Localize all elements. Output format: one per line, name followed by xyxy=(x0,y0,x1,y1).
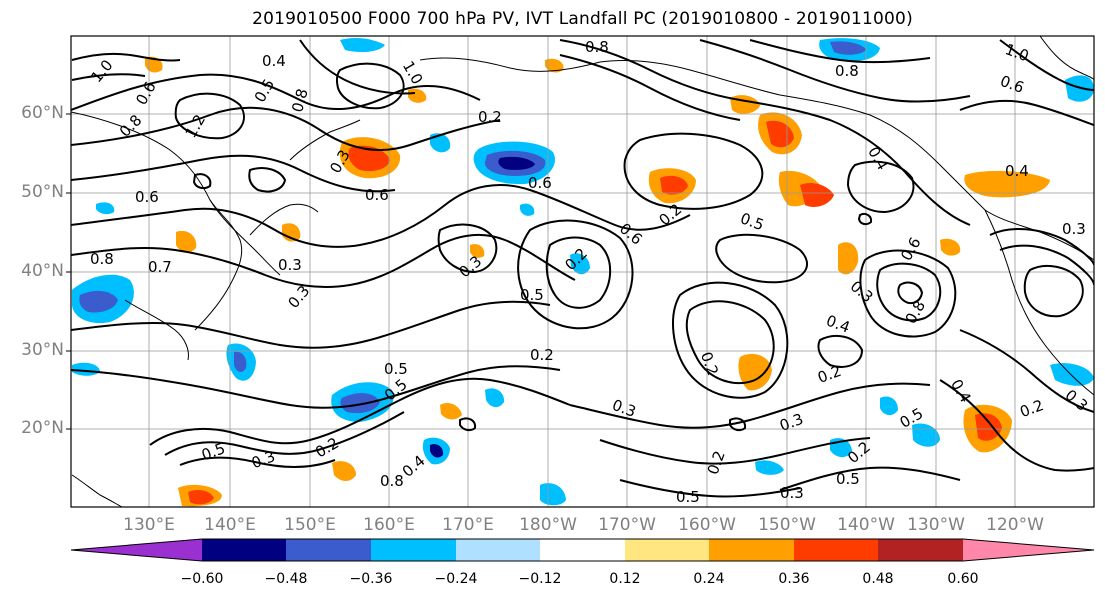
contour-label: 0.6 xyxy=(365,186,389,204)
lon-label: 150°W xyxy=(758,515,816,535)
lon-label: 170°W xyxy=(598,515,656,535)
colorbar-tick-label: −0.36 xyxy=(349,571,393,587)
colorbar-outline xyxy=(70,538,1095,562)
axis-ticks xyxy=(66,113,71,430)
anomaly-darkblue-region xyxy=(79,290,118,313)
contour-label: 0.6 xyxy=(528,174,552,192)
contour-label: 0.7 xyxy=(148,258,172,276)
colorbar-tick-label: −0.48 xyxy=(264,571,308,587)
contour-label: 0.3 xyxy=(1062,220,1086,238)
contour-label: 0.2 xyxy=(530,346,554,364)
contour-label: 0.8 xyxy=(288,87,312,115)
contour-label: 0.3 xyxy=(278,256,302,274)
colorbar-tick-label: −0.60 xyxy=(180,571,224,587)
anomaly-blue-region xyxy=(430,133,451,153)
lon-label: 140°W xyxy=(837,515,895,535)
colorbar-tick-label: 0.36 xyxy=(778,571,810,587)
graticule xyxy=(71,36,1094,507)
coastlines xyxy=(71,36,1094,507)
contour-label: 0.3 xyxy=(780,484,804,502)
lon-label: 150°E xyxy=(284,515,336,535)
lon-label: 160°E xyxy=(363,515,415,535)
colorbar-tick-label: −0.12 xyxy=(518,571,562,587)
lon-label: 160°W xyxy=(678,515,736,535)
anomaly-blue-region xyxy=(340,37,385,53)
lon-label: 170°E xyxy=(442,515,494,535)
map-title: 2019010500 F000 700 hPa PV, IVT Landfall… xyxy=(252,9,913,29)
colorbar-segment xyxy=(286,539,371,561)
contour-label: 0.4 xyxy=(262,52,286,70)
anomaly-darkblue-region xyxy=(234,351,247,372)
colorbar-tick-label: 0.12 xyxy=(609,571,641,587)
lat-label: 40°N xyxy=(21,261,64,281)
colorbar-segment xyxy=(371,539,456,561)
lon-label: 120°W xyxy=(986,515,1044,535)
anomaly-orange-region xyxy=(738,353,772,391)
anomaly-blue-region xyxy=(540,483,566,506)
lat-label: 20°N xyxy=(21,418,64,438)
anomaly-red-region xyxy=(660,175,688,195)
colorbar-segment xyxy=(456,539,540,561)
anomaly-darkblue-region xyxy=(830,41,866,55)
anomaly-orange-region xyxy=(545,58,564,73)
anomaly-red-region xyxy=(975,413,1002,441)
contour-label: 0.8 xyxy=(380,472,404,490)
lon-label: 130°W xyxy=(907,515,965,535)
colorbar-tick-label: 0.60 xyxy=(947,571,979,587)
anomaly-blue-region xyxy=(520,203,535,216)
shaded-anomalies xyxy=(72,37,1094,507)
anomaly-navy-region xyxy=(430,444,444,458)
contour-label: 0.5 xyxy=(520,286,544,304)
lon-label: 180°W xyxy=(519,515,577,535)
lat-label: 60°N xyxy=(21,103,64,123)
colorbar-tick-label: −0.24 xyxy=(434,571,478,587)
anomaly-blue-region xyxy=(485,388,505,408)
contour-label: 0.2 xyxy=(478,108,502,126)
contour-label: 0.5 xyxy=(676,488,700,506)
anomaly-red-region xyxy=(348,145,390,172)
anomaly-navy-region xyxy=(498,156,535,170)
lat-label: 50°N xyxy=(21,182,64,202)
anomaly-red-region xyxy=(800,183,834,207)
colorbar-segment xyxy=(709,539,794,561)
colorbar-segment xyxy=(202,539,286,561)
colorbar-extend-min xyxy=(71,539,202,561)
lon-label: 140°E xyxy=(204,515,256,535)
anomaly-orange-region xyxy=(964,170,1050,198)
anomaly-blue-region xyxy=(96,202,115,215)
contour-label: 0.4 xyxy=(1005,162,1029,180)
anomaly-orange-region xyxy=(332,461,356,482)
anomaly-orange-region xyxy=(940,238,961,256)
anomaly-orange-region xyxy=(470,244,485,258)
lon-label: 130°E xyxy=(123,515,175,535)
anomaly-orange-region xyxy=(838,242,859,275)
anomaly-red-region xyxy=(188,490,214,505)
colorbar-segment xyxy=(540,539,625,561)
colorbar-extend-max xyxy=(963,539,1094,561)
contour-label: 0.8 xyxy=(835,62,859,80)
colorbar-tick-label: 0.48 xyxy=(862,571,894,587)
anomaly-blue-region xyxy=(755,460,784,475)
contour-label: 0.8 xyxy=(585,38,609,56)
anomaly-blue-region xyxy=(570,253,590,275)
anomaly-darkblue-region xyxy=(340,393,380,414)
contour-label: 0.5 xyxy=(384,360,408,378)
lat-label: 30°N xyxy=(21,340,64,360)
pv-contours xyxy=(71,39,1094,498)
colorbar xyxy=(70,538,1095,562)
contour-label: 0.6 xyxy=(135,188,159,206)
anomaly-blue-region xyxy=(1050,363,1094,386)
anomaly-blue-region xyxy=(880,396,898,416)
anomaly-orange-region xyxy=(176,230,197,253)
colorbar-segment xyxy=(625,539,709,561)
colorbar-segment xyxy=(878,539,963,561)
contour-label: 0.5 xyxy=(836,470,860,488)
contour-label: 0.8 xyxy=(90,250,114,268)
colorbar-segment xyxy=(794,539,878,561)
colorbar-tick-label: 0.24 xyxy=(693,571,725,587)
anomaly-orange-region xyxy=(440,403,462,420)
